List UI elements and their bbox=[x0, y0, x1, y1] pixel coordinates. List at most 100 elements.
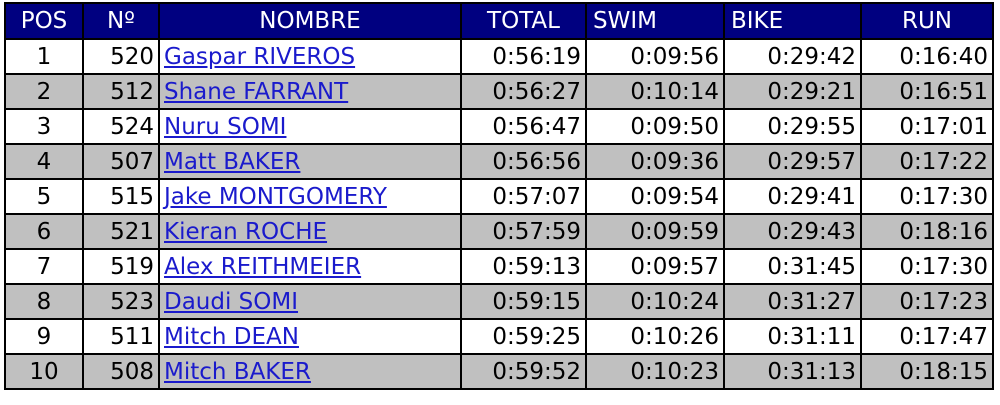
cell: Mitch BAKER bbox=[158, 353, 462, 390]
cell: 0:09:50 bbox=[585, 108, 725, 145]
column-header: TOTAL bbox=[460, 2, 587, 40]
column-header: NOMBRE bbox=[158, 2, 462, 40]
cell: 0:17:30 bbox=[860, 178, 994, 215]
result-row: 9 511 Mitch DEAN 0:59:25 0:10:26 0:31:11 0:17:… bbox=[4, 318, 994, 355]
cell: 10 bbox=[4, 353, 84, 390]
cell: 0:29:21 bbox=[723, 73, 862, 110]
cell: 4 bbox=[4, 143, 84, 180]
column-header: BIKE bbox=[723, 2, 862, 40]
cell: 0:29:41 bbox=[723, 178, 862, 215]
cell: 0:29:57 bbox=[723, 143, 862, 180]
result-row: 4 507 Matt BAKER 0:56:56 0:09:36 0:29:57 0:17:… bbox=[4, 143, 994, 180]
cell: 0:09:56 bbox=[585, 38, 725, 75]
athlete-link[interactable]: Daudi SOMI bbox=[164, 288, 299, 315]
table-body: 1 520 Gaspar RIVEROS 0:56:19 0:09:56 0:29:42 0… bbox=[4, 38, 994, 390]
result-row: 7 519 Alex REITHMEIER 0:59:13 0:09:57 0:31:45… bbox=[4, 248, 994, 285]
athlete-link[interactable]: Gaspar RIVEROS bbox=[164, 43, 356, 70]
athlete-link[interactable]: Shane FARRANT bbox=[164, 78, 349, 105]
result-row: 6 521 Kieran ROCHE 0:57:59 0:09:59 0:29:43 0:1… bbox=[4, 213, 994, 250]
cell: 512 bbox=[82, 73, 160, 110]
cell: 0:31:45 bbox=[723, 248, 862, 285]
cell: 0:17:30 bbox=[860, 248, 994, 285]
cell: Matt BAKER bbox=[158, 143, 462, 180]
cell: 1 bbox=[4, 38, 84, 75]
cell: 0:31:11 bbox=[723, 318, 862, 355]
cell: 519 bbox=[82, 248, 160, 285]
cell: 521 bbox=[82, 213, 160, 250]
cell: 7 bbox=[4, 248, 84, 285]
cell: 6 bbox=[4, 213, 84, 250]
athlete-link[interactable]: Matt BAKER bbox=[164, 148, 301, 175]
cell: 0:10:14 bbox=[585, 73, 725, 110]
cell: 5 bbox=[4, 178, 84, 215]
result-row: 8 523 Daudi SOMI 0:59:15 0:10:24 0:31:27 0:17:… bbox=[4, 283, 994, 320]
cell: 0:17:47 bbox=[860, 318, 994, 355]
cell: 0:29:43 bbox=[723, 213, 862, 250]
cell: 0:10:24 bbox=[585, 283, 725, 320]
athlete-link[interactable]: Mitch DEAN bbox=[164, 323, 299, 350]
cell: Daudi SOMI bbox=[158, 283, 462, 320]
cell: 0:17:22 bbox=[860, 143, 994, 180]
cell: Jake MONTGOMERY bbox=[158, 178, 462, 215]
cell: 0:17:01 bbox=[860, 108, 994, 145]
cell: Gaspar RIVEROS bbox=[158, 38, 462, 75]
column-header: POS bbox=[4, 2, 84, 40]
column-header: RUN bbox=[860, 2, 994, 40]
cell: 0:17:23 bbox=[860, 283, 994, 320]
result-row: 10 508 Mitch BAKER 0:59:52 0:10:23 0:31:13 0:1… bbox=[4, 353, 994, 390]
cell: 0:10:23 bbox=[585, 353, 725, 390]
cell: Nuru SOMI bbox=[158, 108, 462, 145]
cell: 0:59:13 bbox=[460, 248, 587, 285]
cell: 0:57:59 bbox=[460, 213, 587, 250]
cell: 0:10:26 bbox=[585, 318, 725, 355]
cell: 0:29:42 bbox=[723, 38, 862, 75]
cell: 0:16:51 bbox=[860, 73, 994, 110]
cell: 0:31:13 bbox=[723, 353, 862, 390]
athlete-link[interactable]: Nuru SOMI bbox=[164, 113, 287, 140]
result-row: 1 520 Gaspar RIVEROS 0:56:19 0:09:56 0:29:42 0… bbox=[4, 38, 994, 75]
cell: 0:18:16 bbox=[860, 213, 994, 250]
cell: 8 bbox=[4, 283, 84, 320]
cell: 0:09:59 bbox=[585, 213, 725, 250]
result-row: 5 515 Jake MONTGOMERY 0:57:07 0:09:54 0:29:41… bbox=[4, 178, 994, 215]
cell: 508 bbox=[82, 353, 160, 390]
cell: 0:59:25 bbox=[460, 318, 587, 355]
column-header: SWIM bbox=[585, 2, 725, 40]
cell: 0:16:40 bbox=[860, 38, 994, 75]
athlete-link[interactable]: Kieran ROCHE bbox=[164, 218, 328, 245]
column-header: Nº bbox=[82, 2, 160, 40]
result-row: 2 512 Shane FARRANT 0:56:27 0:10:14 0:29:21 0:… bbox=[4, 73, 994, 110]
result-row: 3 524 Nuru SOMI 0:56:47 0:09:50 0:29:55 0:17:0… bbox=[4, 108, 994, 145]
cell: 524 bbox=[82, 108, 160, 145]
results-table: POS Nº NOMBRE TOTAL SWIM BIKE RUN 1 520 Gaspar R… bbox=[4, 2, 994, 390]
cell: 0:56:56 bbox=[460, 143, 587, 180]
cell: 0:09:36 bbox=[585, 143, 725, 180]
cell: 0:57:07 bbox=[460, 178, 587, 215]
cell: 0:56:27 bbox=[460, 73, 587, 110]
cell: 3 bbox=[4, 108, 84, 145]
cell: 0:09:57 bbox=[585, 248, 725, 285]
cell: 0:56:19 bbox=[460, 38, 587, 75]
cell: 523 bbox=[82, 283, 160, 320]
cell: 2 bbox=[4, 73, 84, 110]
cell: Shane FARRANT bbox=[158, 73, 462, 110]
cell: 511 bbox=[82, 318, 160, 355]
cell: 520 bbox=[82, 38, 160, 75]
header-row: POS Nº NOMBRE TOTAL SWIM BIKE RUN bbox=[4, 2, 994, 40]
cell: 0:09:54 bbox=[585, 178, 725, 215]
cell: 9 bbox=[4, 318, 84, 355]
cell: Mitch DEAN bbox=[158, 318, 462, 355]
cell: 0:29:55 bbox=[723, 108, 862, 145]
cell: 515 bbox=[82, 178, 160, 215]
athlete-link[interactable]: Alex REITHMEIER bbox=[164, 253, 362, 280]
cell: 0:59:15 bbox=[460, 283, 587, 320]
cell: 0:56:47 bbox=[460, 108, 587, 145]
athlete-link[interactable]: Mitch BAKER bbox=[164, 358, 311, 385]
cell: Kieran ROCHE bbox=[158, 213, 462, 250]
cell: 0:59:52 bbox=[460, 353, 587, 390]
cell: 0:18:15 bbox=[860, 353, 994, 390]
athlete-link[interactable]: Jake MONTGOMERY bbox=[164, 183, 387, 210]
cell: 0:31:27 bbox=[723, 283, 862, 320]
cell: 507 bbox=[82, 143, 160, 180]
